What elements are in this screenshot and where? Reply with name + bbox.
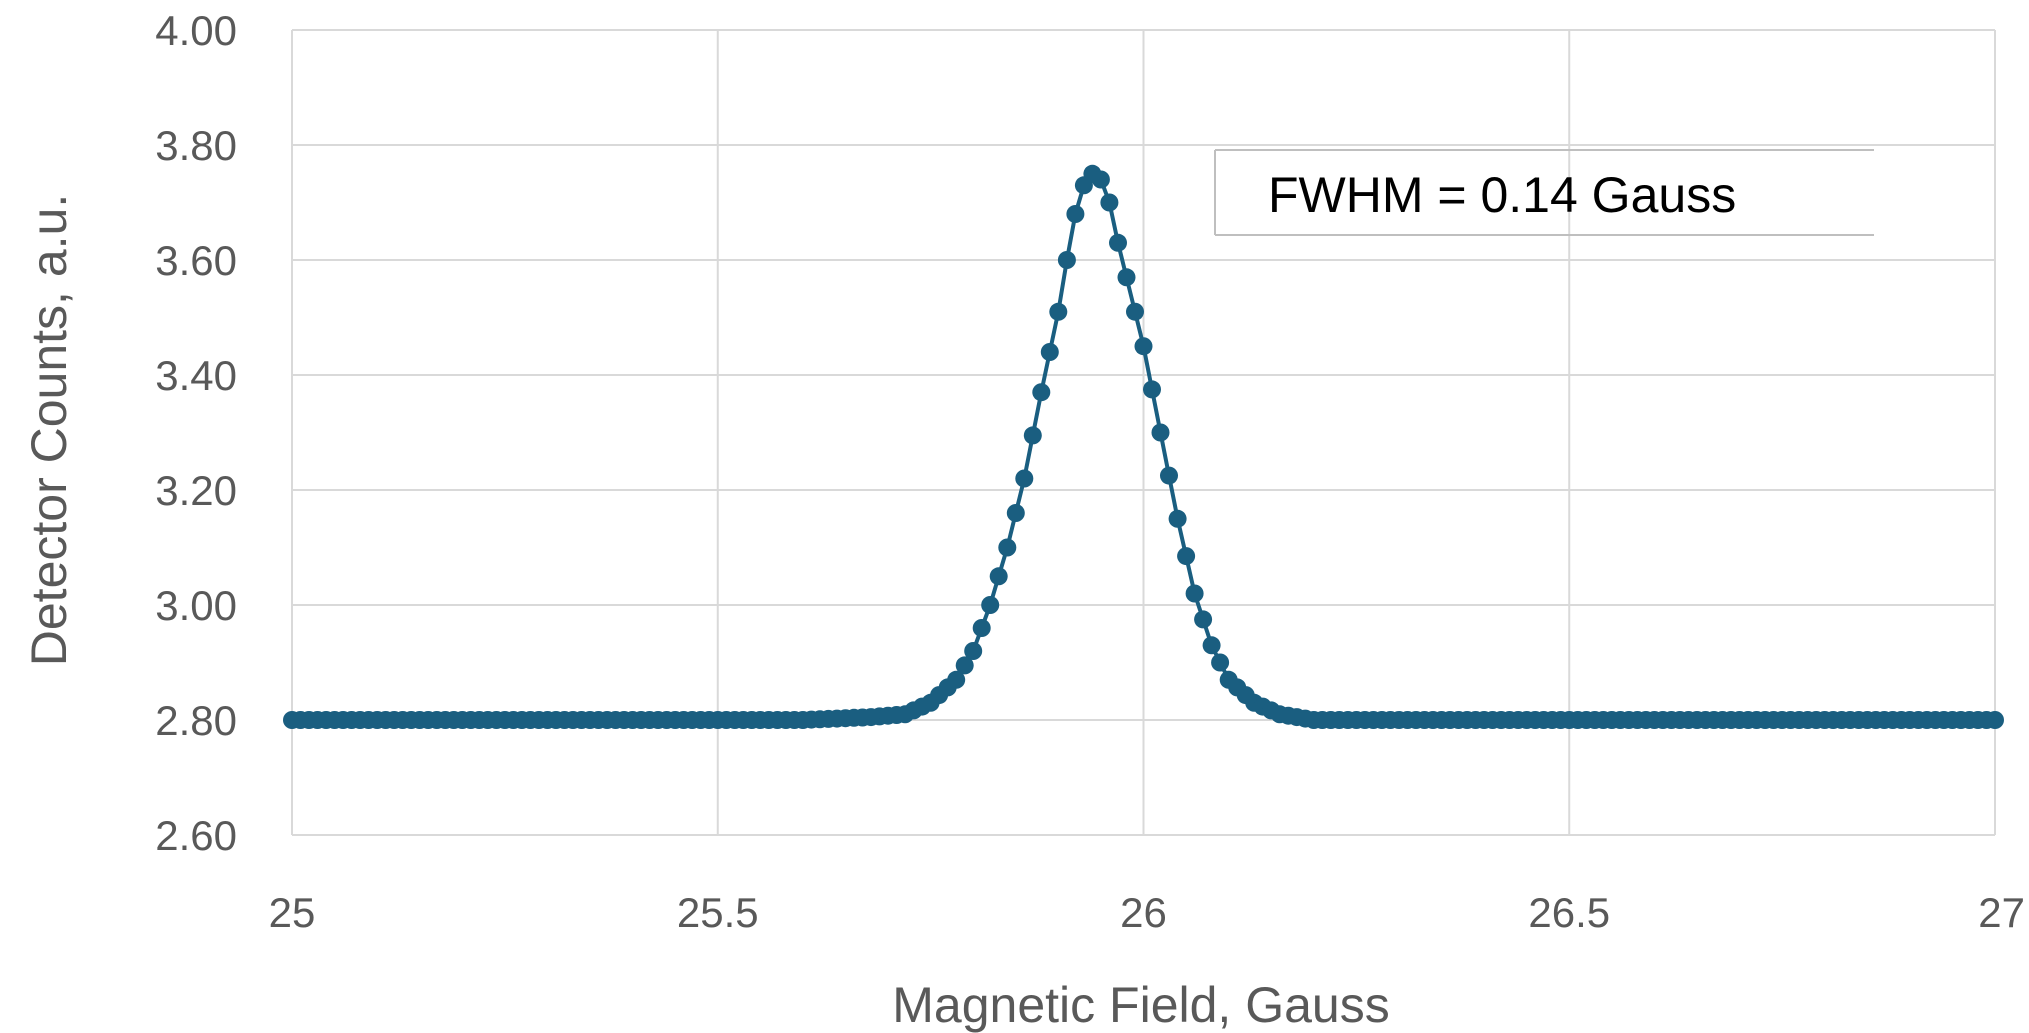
- data-point: [1066, 205, 1085, 223]
- plot-area: [283, 164, 2004, 729]
- data-point: [998, 538, 1017, 557]
- data-point: [1015, 469, 1034, 488]
- x-axis-ticks: 25 25.5 26 26.5 27: [269, 889, 2025, 936]
- data-point: [1134, 337, 1153, 356]
- y-tick-label: 3.20: [155, 467, 237, 514]
- data-point: [1202, 636, 1221, 655]
- y-axis-ticks: 2.60 2.80 3.00 3.20 3.40 3.60 3.80 4.00: [155, 7, 237, 859]
- y-tick-label: 3.60: [155, 237, 237, 284]
- x-tick-label: 25.5: [677, 889, 759, 936]
- y-tick-label: 3.80: [155, 122, 237, 169]
- data-point: [1168, 509, 1187, 528]
- annotation-box: FWHM = 0.14 Gauss: [1214, 149, 1874, 236]
- data-point: [1151, 423, 1170, 442]
- data-point: [1986, 711, 2004, 729]
- data-point: [1211, 653, 1230, 672]
- x-tick-label: 26: [1120, 889, 1167, 936]
- data-point: [989, 567, 1008, 586]
- y-tick-label: 4.00: [155, 7, 237, 54]
- data-point: [972, 619, 991, 637]
- y-tick-label: 3.40: [155, 352, 237, 399]
- data-point: [1006, 504, 1025, 522]
- data-point: [1185, 584, 1204, 603]
- data-point: [1032, 383, 1051, 402]
- data-point: [947, 670, 966, 689]
- data-point: [981, 596, 1000, 614]
- x-axis-title: Magnetic Field, Gauss: [892, 977, 1389, 1033]
- data-point: [964, 642, 983, 660]
- data-point: [1177, 547, 1196, 566]
- y-tick-label: 3.00: [155, 582, 237, 629]
- data-point: [1160, 466, 1178, 485]
- data-point: [1023, 426, 1042, 445]
- data-point: [1109, 233, 1127, 252]
- data-point: [1100, 193, 1119, 212]
- data-point: [955, 656, 974, 675]
- data-point: [1091, 170, 1110, 189]
- y-tick-label: 2.80: [155, 697, 237, 744]
- data-point: [1143, 380, 1161, 399]
- data-point: [1049, 302, 1068, 321]
- annotation-text: FWHM = 0.14 Gauss: [1268, 167, 1736, 223]
- x-tick-label: 27: [1978, 889, 2025, 936]
- data-point: [1040, 343, 1059, 361]
- y-tick-label: 2.60: [155, 812, 237, 859]
- x-tick-label: 26.5: [1528, 889, 1610, 936]
- data-point: [1057, 251, 1076, 269]
- data-point: [1126, 302, 1144, 321]
- x-tick-label: 25: [269, 889, 316, 936]
- data-point: [1194, 610, 1213, 629]
- y-axis-title: Detector Counts, a.u.: [21, 194, 77, 666]
- data-point: [1117, 268, 1136, 287]
